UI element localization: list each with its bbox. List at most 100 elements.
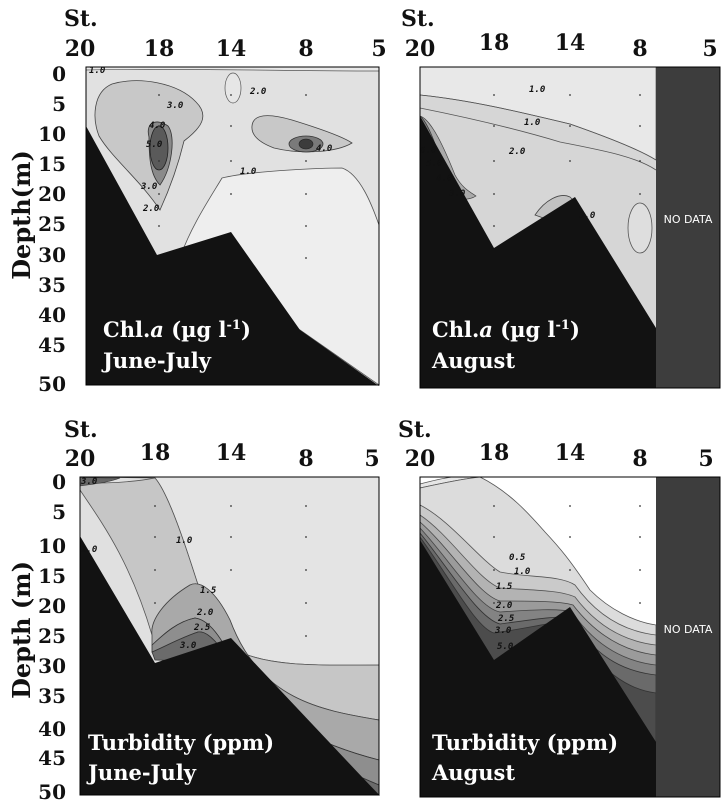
x-tick-labels: 20 18 14 8 5 bbox=[405, 30, 718, 62]
contour-label: 1.5 bbox=[496, 582, 513, 592]
contour-label: 0.5 bbox=[509, 553, 526, 563]
plot-border bbox=[419, 476, 721, 798]
y-tick-label: 25 bbox=[38, 212, 66, 236]
contour-label: 4.0 bbox=[149, 121, 166, 131]
contour-label: 3.0 bbox=[166, 101, 184, 111]
plot-area: 1.0 3.0 4.0 5.0 3.0 2.0 2.0 4.0 1.0 bbox=[85, 66, 380, 386]
contour-line-2 bbox=[419, 107, 657, 171]
y-tick-label: 40 bbox=[38, 303, 66, 327]
contour-label: 3.0 bbox=[494, 626, 512, 636]
seafloor bbox=[420, 540, 656, 797]
x-tick-label: 18 bbox=[479, 30, 510, 56]
contour-label: 1.0 bbox=[529, 85, 546, 95]
sample-dots bbox=[154, 505, 307, 637]
x-tick-label: 8 bbox=[632, 36, 647, 62]
station-label: St. bbox=[64, 6, 98, 32]
no-data-label: NO DATA bbox=[664, 213, 713, 226]
contour-label: 2.0 bbox=[249, 87, 267, 97]
contour-closed-2 bbox=[224, 72, 242, 104]
sample-dots bbox=[158, 94, 307, 259]
contour-label: 1.0 bbox=[89, 66, 106, 76]
chart-period: June-July bbox=[101, 348, 212, 373]
plot-border bbox=[419, 66, 721, 389]
panel-turbidity-august: NO DATA 0.5 1.0 1.5 2.0 2.5 3.0 5.0 Turb… bbox=[398, 417, 721, 798]
contour-label: 3.0 bbox=[448, 189, 466, 199]
station-label: St. bbox=[401, 6, 435, 32]
no-data-block bbox=[656, 477, 720, 797]
contour-label: 5.0 bbox=[426, 159, 443, 169]
contour-label: 2.0 bbox=[142, 204, 160, 214]
x-tick-label: 8 bbox=[298, 36, 313, 62]
x-tick-label: 5 bbox=[702, 36, 717, 62]
y-tick-label: 10 bbox=[38, 122, 66, 146]
contour-label: 3.0 bbox=[80, 477, 98, 487]
x-tick-label: 14 bbox=[216, 36, 247, 62]
y-tick-label: 15 bbox=[38, 564, 66, 588]
y-tick-label: 5 bbox=[52, 92, 66, 116]
y-axis-label: Depth(m) bbox=[7, 150, 36, 280]
panel-chl-august: NO DATA 1.0 1.0 2.0 6.0 5.0 4.0 3.0 3.0 … bbox=[401, 6, 721, 389]
y-tick-label: 50 bbox=[38, 372, 66, 396]
plot-area: NO DATA 0.5 1.0 1.5 2.0 2.5 3.0 5.0 bbox=[419, 476, 721, 798]
sample-dots bbox=[493, 505, 641, 604]
y-tick-label: 0 bbox=[52, 62, 66, 86]
contour-label: 1.0 bbox=[240, 167, 257, 177]
y-tick-label: 35 bbox=[38, 273, 66, 297]
contour-label: 2.0 bbox=[508, 147, 526, 157]
no-data-block bbox=[656, 67, 720, 388]
y-tick-label: 50 bbox=[38, 780, 66, 801]
y-tick-label: 35 bbox=[38, 684, 66, 708]
contour-label: 1.0 bbox=[524, 118, 541, 128]
y-tick-labels: 0 5 10 15 20 25 30 35 40 45 50 bbox=[38, 62, 66, 396]
no-data-label: NO DATA bbox=[664, 623, 713, 636]
contour-region-right-3 bbox=[251, 115, 353, 153]
contour-surface bbox=[85, 66, 380, 72]
y-tick-label: 25 bbox=[38, 624, 66, 648]
contour-label: 2.0 bbox=[495, 601, 513, 611]
contour-labels: 3.0 1.0 1.0 1.5 2.0 2.5 3.0 bbox=[80, 477, 217, 651]
plot-area: 3.0 1.0 1.0 1.5 2.0 2.5 3.0 bbox=[79, 476, 380, 796]
contour-label: 1.0 bbox=[176, 536, 193, 546]
contour-labels: 1.0 3.0 4.0 5.0 3.0 2.0 2.0 4.0 1.0 bbox=[89, 66, 333, 214]
sample-dots bbox=[493, 94, 641, 227]
contour-region-lt1 bbox=[179, 167, 380, 386]
x-tick-label: 18 bbox=[144, 36, 175, 62]
x-tick-label: 5 bbox=[698, 446, 713, 472]
y-tick-labels: 0 5 10 15 20 25 30 35 40 45 50 bbox=[38, 470, 66, 801]
y-tick-label: 45 bbox=[38, 746, 66, 770]
x-tick-label: 8 bbox=[632, 446, 647, 472]
chart-title: Turbidity (ppm) bbox=[88, 730, 274, 755]
plot-area: NO DATA 1.0 1.0 2.0 6.0 5.0 4.0 3.0 3.0 bbox=[419, 66, 721, 389]
seafloor bbox=[420, 116, 656, 388]
y-tick-label: 30 bbox=[38, 243, 66, 267]
contour-label: 1.0 bbox=[81, 545, 98, 555]
station-label: St. bbox=[398, 417, 432, 443]
seafloor bbox=[80, 536, 379, 795]
x-tick-labels: 20 18 14 8 5 bbox=[65, 440, 380, 472]
y-tick-label: 5 bbox=[52, 500, 66, 524]
chart-period: June-July bbox=[86, 760, 197, 785]
plot-border bbox=[85, 66, 380, 386]
y-axis-label: Depth (m) bbox=[7, 561, 36, 699]
chart-title: Turbidity (ppm) bbox=[432, 730, 618, 755]
x-tick-label: 18 bbox=[140, 440, 171, 466]
x-tick-label: 14 bbox=[555, 30, 586, 56]
x-tick-label: 5 bbox=[364, 446, 379, 472]
contour-region-right-5 bbox=[298, 138, 314, 150]
contour-labels: 1.0 1.0 2.0 6.0 5.0 4.0 3.0 3.0 bbox=[420, 85, 596, 221]
x-tick-label: 20 bbox=[65, 36, 96, 62]
y-tick-label: 20 bbox=[38, 594, 66, 618]
contour-surface-3 bbox=[79, 476, 121, 487]
contour-closed bbox=[627, 202, 653, 254]
x-tick-labels: 20 18 14 8 5 bbox=[65, 36, 387, 62]
x-tick-label: 14 bbox=[216, 440, 247, 466]
y-tick-label: 0 bbox=[52, 470, 66, 494]
x-tick-label: 14 bbox=[555, 440, 586, 466]
contour-line-1 bbox=[419, 94, 657, 161]
x-tick-label: 5 bbox=[371, 36, 386, 62]
x-tick-labels: 20 18 14 8 5 bbox=[405, 440, 714, 472]
contour-label: 4.0 bbox=[436, 174, 453, 184]
y-tick-label: 45 bbox=[38, 333, 66, 357]
seafloor bbox=[86, 126, 379, 386]
